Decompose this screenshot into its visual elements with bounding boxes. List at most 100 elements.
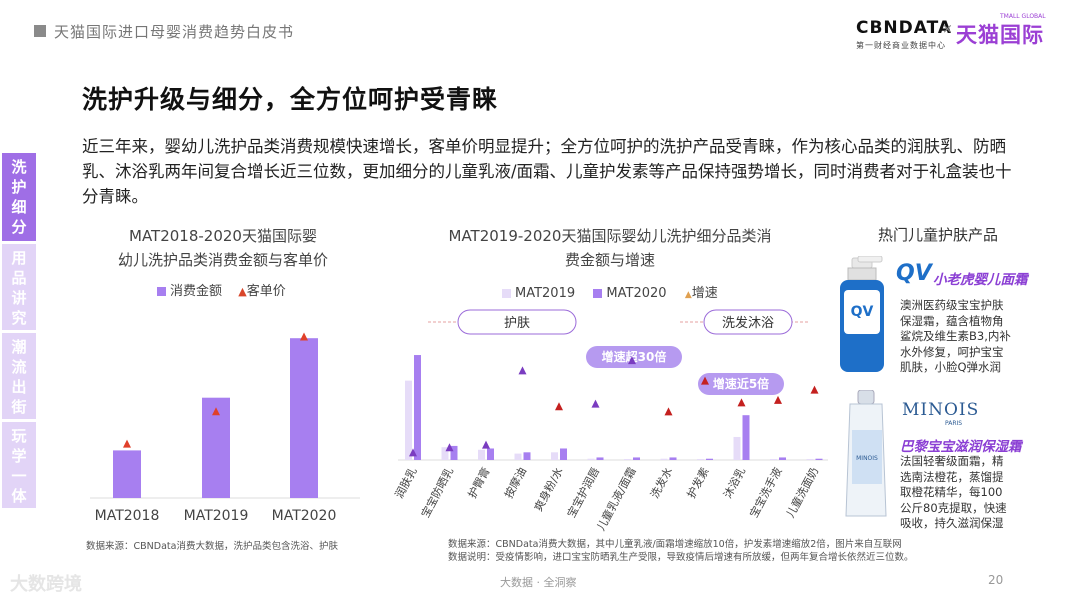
page-title: 洗护升级与细分，全方位呵护受青睐 (82, 85, 499, 114)
chart2-bar-2020-4 (560, 448, 567, 460)
chart2-tick-3: 按摩油 (501, 465, 529, 501)
group-pill-skincare (457, 309, 577, 335)
chart2-source-line1: 数据来源：CBNData消费大数据，其中儿童乳液/面霜增速缩放10倍，护发素增速… (448, 539, 902, 550)
chart2-growth-point-6 (628, 356, 636, 365)
chart1-legend: 消费金额 ▲客单价 (157, 280, 286, 299)
chart2-bar-2020-3 (523, 452, 531, 460)
chart2-bar-2019-5 (587, 458, 595, 460)
product-minois-name: 巴黎宝宝滋润保湿霜 (900, 439, 1022, 455)
cbndata-logo-subtitle: 第一财经商业数据中心 (856, 41, 946, 50)
chart1-point-MAT2019 (212, 407, 220, 416)
chart2-growth-point-2 (482, 440, 490, 449)
chart2-bar-2019-7 (660, 458, 668, 460)
legend-swatch-2019 (502, 289, 511, 298)
chart2-tick-0: 润肤乳 (392, 465, 420, 501)
chart2-bar-2020-6 (633, 457, 640, 460)
sidebar-item-label: 洗护细分 (11, 158, 27, 236)
callout-bubble-5x (698, 373, 784, 395)
chart2-tick-2: 护臀膏 (465, 465, 493, 501)
chart2-growth-point-9 (737, 398, 746, 407)
product-minois-cream-image: MINOIS (845, 390, 887, 517)
legend-label-amount: 消费金额 (170, 284, 223, 299)
tmall-global-logo: 天猫国际 (956, 23, 1044, 47)
chart2-bar-2019-10 (770, 459, 777, 460)
chart1-bar-MAT2020 (290, 338, 318, 498)
chart2-title: MAT2019-2020天猫国际婴幼儿洗护细分品类消 费金额与增速 (420, 224, 800, 272)
chart2-source: 数据来源：CBNData消费大数据，其中儿童乳液/面霜增速缩放10倍，护发素增速… (448, 538, 988, 564)
product-minois-desc: 法国轻奢级面霜，精选南法橙花，蒸馏提取橙花精华，每100公斤80克提取，快速吸收… (900, 454, 1007, 530)
chart2-growth-point-7 (664, 407, 673, 416)
chart2-bar-2019-0 (405, 380, 412, 460)
chart1-bar-MAT2018 (113, 450, 141, 498)
legend-swatch-2020 (593, 289, 603, 298)
footer-tagline: 大数据 · 全洞察 (500, 576, 577, 589)
report-title: 天猫国际进口母婴消费趋势白皮书 (54, 23, 295, 41)
chart2-growth-point-3 (518, 366, 527, 375)
sidebar-item-label: 潮流出街 (11, 338, 27, 416)
chart2-bar-2019-9 (733, 436, 741, 460)
chart2-bar-2020-0 (414, 355, 421, 460)
chart2-title-line2: 费金额与增速 (564, 251, 655, 269)
chart2-tick-8: 护发素 (684, 465, 712, 501)
legend-triangle-icon: ▲ (684, 290, 692, 300)
chart2-bar-2019-4 (551, 452, 558, 460)
chart2-tick-10: 宝宝洗手液 (746, 465, 784, 520)
chart1-tick-MAT2019: MAT2019 (184, 508, 249, 524)
legend-label-avgprice: 客单价 (246, 284, 286, 299)
tmall-global-logo-subtitle: TMALL GLOBAL (1000, 13, 1046, 20)
sidebar-item-supplies[interactable]: 用品讲究 (2, 244, 36, 330)
chart2-tick-6: 儿童乳液/面霜 (594, 465, 639, 533)
chart2-growth-point-0 (409, 448, 417, 457)
chart2-tick-9: 沐浴乳 (721, 465, 748, 500)
legend-triangle-icon: ▲ (238, 285, 247, 298)
chart2-bar-2020-8 (706, 458, 713, 460)
chart1-point-MAT2020 (300, 332, 308, 341)
chart2-bar-2019-2 (478, 449, 485, 460)
chart2-tick-4: 爽身粉/水 (531, 465, 566, 514)
product-minois-logo-sub: PARIS (945, 420, 963, 427)
chart2-growth-point-5 (591, 399, 600, 408)
chart1-source: 数据来源：CBNData消费大数据，洗护品类包含洗浴、护肤 (86, 541, 338, 552)
sidebar-item-label: 玩学一体 (11, 427, 27, 505)
logo-separator: × (942, 22, 953, 37)
sidebar-item-label: 用品讲究 (11, 249, 27, 327)
group-label-skincare: 护肤 (504, 316, 530, 331)
chart2-growth-point-11 (810, 385, 819, 394)
product-qv-tube-label: QV (851, 304, 874, 320)
group-label-wash: 洗发沐浴 (722, 315, 774, 331)
cbndata-logo: CBNDATA (856, 18, 953, 38)
sidebar-item-wash-care[interactable]: 洗护细分 (2, 153, 36, 241)
group-pill-wash (703, 309, 793, 335)
intro-paragraph: 近三年来，婴幼儿洗护品类消费规模快速增长，客单价明显提升；全方位呵护的洗护产品受… (82, 137, 1012, 206)
chart1-title-line1: MAT2018-2020天猫国际婴 (129, 227, 317, 245)
chart2-title-line1: MAT2019-2020天猫国际婴幼儿洗护细分品类消 (448, 227, 772, 245)
chart1-title-line2: 幼儿洗护品类消费金额与客单价 (117, 251, 328, 269)
chart2-tick-7: 洗发水 (647, 465, 675, 501)
chart1-point-MAT2018 (123, 439, 131, 448)
chart2-growth-point-10 (774, 395, 782, 404)
chart2-bar-2020-10 (779, 457, 786, 460)
chart1-title: MAT2018-2020天猫国际婴 幼儿洗护品类消费金额与客单价 (88, 224, 358, 272)
chart2-growth-point-1 (445, 443, 454, 452)
sidebar-item-play-learn[interactable]: 玩学一体 (2, 422, 36, 508)
chart2-tick-1: 宝宝防晒乳 (418, 465, 456, 520)
chart2-bar-2020-1 (450, 445, 458, 460)
chart2-legend: MAT2019 MAT2020 ▲增速 (502, 282, 718, 301)
chart2-growth-point-4 (555, 402, 563, 411)
chart2-bar-2020-11 (815, 458, 823, 460)
chart2-bar-2020-9 (742, 415, 750, 460)
product-minois-tube-label: MINOIS (856, 455, 878, 462)
chart1-tick-MAT2018: MAT2018 (95, 508, 160, 524)
products-title: 热门儿童护肤产品 (878, 226, 999, 244)
sidebar-item-fashion[interactable]: 潮流出街 (2, 333, 36, 419)
chart2-bar-2020-5 (596, 457, 604, 460)
chart2-growth-point-8 (701, 376, 709, 385)
header-square-icon (34, 25, 46, 37)
chart2-bar-2019-3 (514, 453, 522, 460)
product-qv-name: 小老虎婴儿面霜 (933, 272, 1028, 288)
chart1-svg: MAT2018 MAT2019 MAT2020 (90, 332, 360, 524)
callout-bubble-30x (586, 346, 682, 368)
chart2-bar-2019-6 (624, 459, 631, 460)
page-number: 20 (988, 573, 1004, 587)
